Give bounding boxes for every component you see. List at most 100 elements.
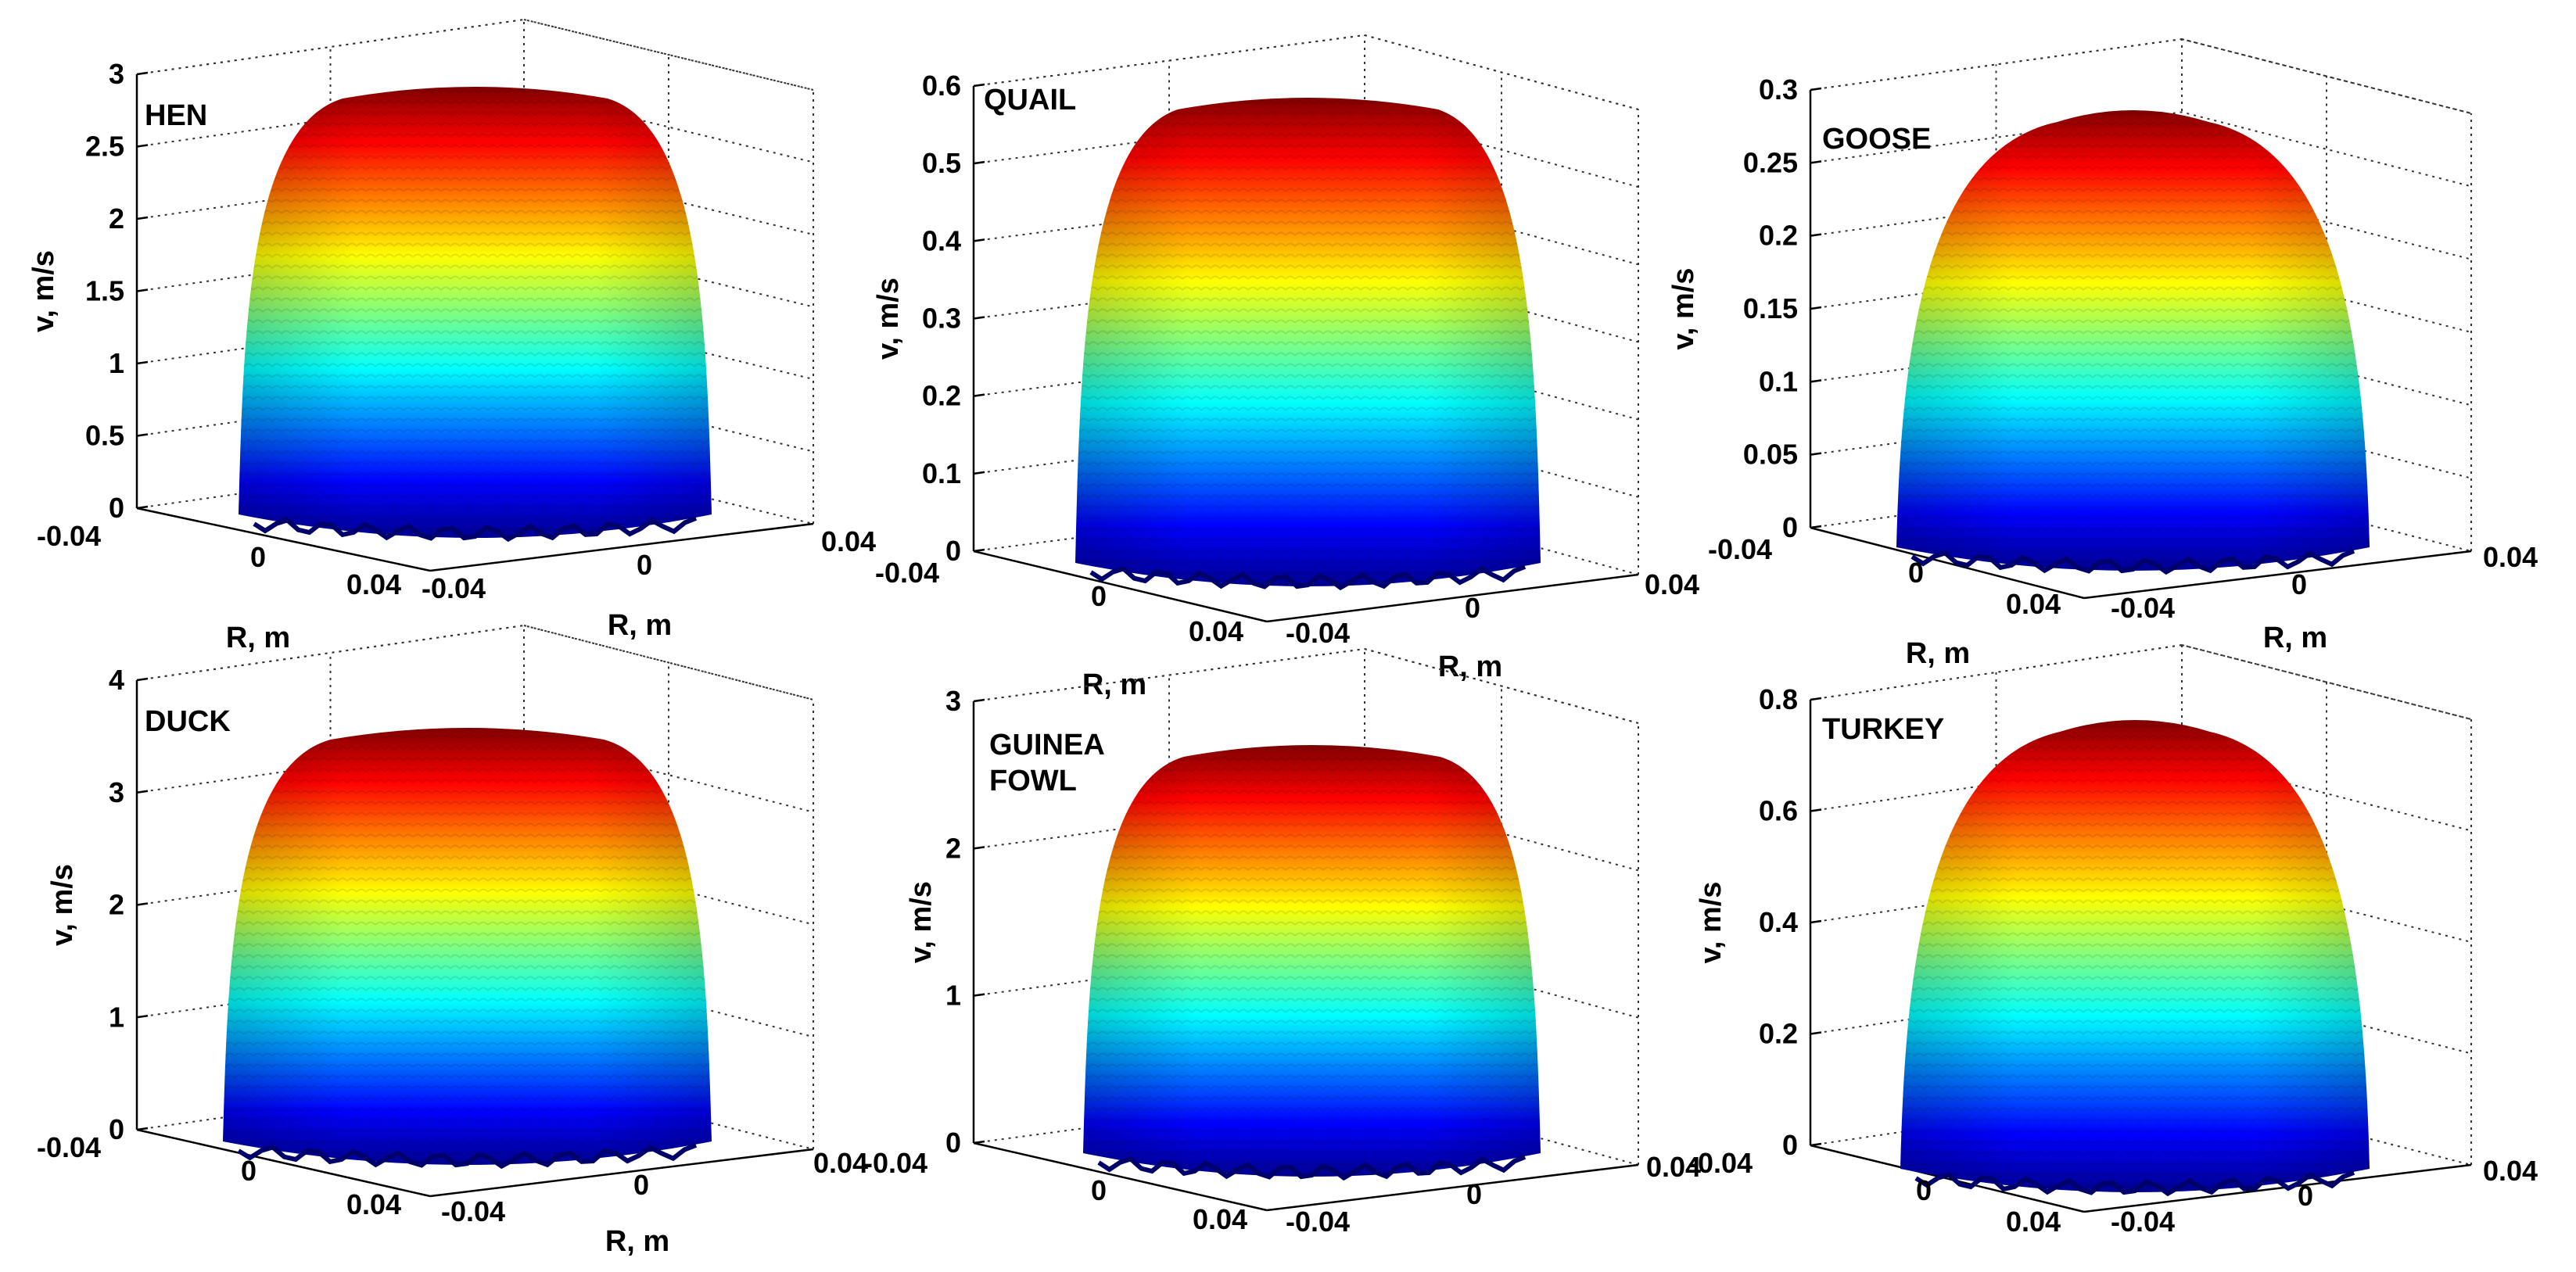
z-tick-mark-3 <box>973 698 985 703</box>
z-tick-label: 3 <box>109 58 124 90</box>
gridline-z-5 <box>1810 111 2472 188</box>
z-tick-mark-0 <box>1810 525 1822 529</box>
z-tick-label: 0.3 <box>1759 73 1798 106</box>
z-tick-label: 2 <box>109 202 124 235</box>
y-tick-label: 0.04 <box>813 1147 868 1179</box>
z-tick-mark-2 <box>136 902 149 906</box>
z-tick-label: 0.5 <box>922 147 961 179</box>
z-tick-mark-3 <box>1810 306 1822 310</box>
gridline-top-left <box>973 34 1365 87</box>
z-tick-mark-4 <box>136 216 149 220</box>
z-tick-mark-4 <box>973 238 985 242</box>
gridline-top-right <box>523 19 814 91</box>
gridline-top-right <box>2181 644 2472 720</box>
y-tick-label: 0.04 <box>1645 568 1699 600</box>
y-tick-label: -0.04 <box>2111 1206 2175 1238</box>
z-tick-mark-6 <box>136 71 149 76</box>
z-axis-label: v, m/s <box>46 864 79 946</box>
surface-shading <box>223 728 712 1165</box>
x-axis-line <box>973 550 1268 623</box>
y-axis-label: R, m <box>2263 622 2327 654</box>
x-tick-label: 0 <box>1908 557 1924 589</box>
z-tick-label: 0.2 <box>1759 1018 1798 1050</box>
y-tick-label: 0.04 <box>1646 1151 1701 1183</box>
z-tick-mark-5 <box>136 144 149 148</box>
z-tick-label: 3 <box>109 776 124 808</box>
z-tick-mark-0 <box>136 1127 149 1131</box>
z-tick-mark-2 <box>1810 919 1822 924</box>
z-tick-mark-2 <box>973 846 985 850</box>
y-tick-label: 0 <box>1466 1178 1482 1210</box>
y-tick-label: -0.04 <box>441 1195 505 1227</box>
z-tick-label: 0.1 <box>922 457 961 489</box>
x-axis-line <box>1810 526 2085 600</box>
gridline-top-left <box>973 648 1365 702</box>
panel-title: DUCK <box>145 705 231 738</box>
grid-lines <box>136 624 814 1150</box>
axes <box>972 83 1639 623</box>
z-axis-label: v, m/s <box>872 278 905 360</box>
z-tick-mark-1 <box>136 433 149 437</box>
z-axis-label: v, m/s <box>1667 268 1700 350</box>
z-tick-label: 0 <box>109 492 124 524</box>
x-tick-label: 0.04 <box>346 568 401 600</box>
z-tick-mark-5 <box>973 160 985 165</box>
axes <box>1809 697 2472 1213</box>
z-tick-label: 0 <box>945 1127 961 1159</box>
surface-base-edge <box>1097 1155 1527 1181</box>
y-tick-label: 0 <box>1465 592 1480 624</box>
y-tick-label: 0 <box>637 549 652 581</box>
gridline-top-left <box>136 19 525 75</box>
z-tick-mark-6 <box>973 83 985 88</box>
z-tick-mark-1 <box>1810 1031 1822 1035</box>
y-tick-label: -0.04 <box>1286 1206 1350 1238</box>
x-axis-label: R, m <box>605 1225 669 1258</box>
x-axis-label: R, m <box>1906 637 1970 670</box>
x-axis-line <box>1810 1144 2085 1213</box>
z-tick-mark-0 <box>973 548 985 553</box>
x-tick-label: 0 <box>241 1155 257 1187</box>
x-tick-label: 0.04 <box>2006 588 2061 620</box>
z-tick-label: 1 <box>945 980 961 1012</box>
x-axis-line <box>973 1141 1268 1212</box>
panel-title: TURKEY <box>1822 713 1944 746</box>
surface-shading <box>1083 745 1541 1177</box>
y-tick-label: 0.04 <box>821 525 876 557</box>
z-tick-mark-4 <box>1810 233 1822 237</box>
y-axis-line <box>1266 573 1639 623</box>
y-axis-line <box>429 522 814 572</box>
z-tick-label: 1.5 <box>85 275 124 307</box>
z-tick-label: 3 <box>945 685 961 717</box>
surface-base-edge <box>237 1142 698 1170</box>
z-tick-label: 0.2 <box>1759 220 1798 252</box>
z-tick-label: 0.05 <box>1743 439 1798 471</box>
gridline-top-right <box>2181 38 2472 114</box>
gridline-z-3 <box>973 647 1639 724</box>
panel-title: QUAIL <box>984 84 1076 116</box>
z-tick-mark-1 <box>136 1015 149 1019</box>
y-tick-label: -0.04 <box>422 572 486 604</box>
x-tick-label: -0.04 <box>1708 533 1772 565</box>
gridline-top-right <box>1364 648 1639 724</box>
x-tick-label: 0.04 <box>1189 615 1243 647</box>
z-tick-label: 0.3 <box>922 303 961 335</box>
y-axis-line <box>2083 1163 2472 1213</box>
x-axis-label: R, m <box>1082 668 1146 701</box>
z-tick-mark-1 <box>973 993 985 997</box>
z-tick-mark-0 <box>136 505 149 510</box>
z-tick-label: 0.6 <box>922 70 961 102</box>
gridline-top-right <box>1364 34 1639 110</box>
z-tick-mark-1 <box>1810 452 1822 456</box>
z-tick-label: 1 <box>109 1001 124 1033</box>
x-tick-label: -0.04 <box>863 1147 927 1179</box>
gridline-top-right <box>523 625 814 700</box>
z-tick-label: 0.5 <box>85 420 124 452</box>
z-axis-label: v, m/s <box>1695 882 1727 964</box>
y-axis-line <box>2083 550 2472 600</box>
z-axis-label: v, m/s <box>27 250 60 332</box>
surface-base-edge <box>1910 549 2355 575</box>
z-tick-label: 0 <box>1782 1129 1798 1161</box>
z-tick-label: 2 <box>945 832 961 864</box>
